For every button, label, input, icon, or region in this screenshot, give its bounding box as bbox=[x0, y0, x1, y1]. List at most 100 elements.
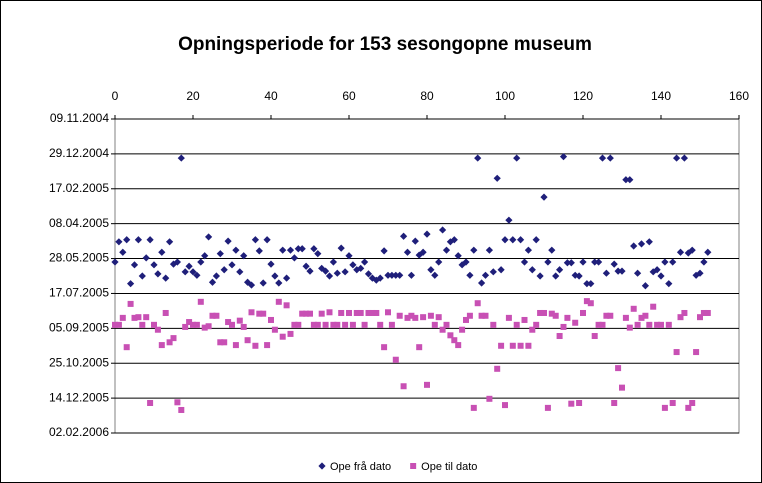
point bbox=[381, 344, 388, 351]
point bbox=[364, 270, 373, 278]
point bbox=[170, 335, 177, 342]
point bbox=[147, 399, 154, 406]
point bbox=[525, 342, 532, 349]
point bbox=[173, 258, 181, 266]
point bbox=[595, 321, 602, 328]
point bbox=[208, 278, 217, 286]
point bbox=[630, 242, 638, 250]
point bbox=[349, 261, 357, 269]
point bbox=[568, 400, 575, 407]
point bbox=[369, 309, 376, 316]
point bbox=[443, 321, 450, 328]
point bbox=[556, 333, 563, 340]
point bbox=[576, 399, 583, 406]
point bbox=[189, 268, 197, 276]
point bbox=[186, 319, 193, 326]
point bbox=[599, 321, 606, 328]
point bbox=[681, 309, 688, 316]
point bbox=[372, 276, 380, 284]
point bbox=[135, 314, 142, 321]
point bbox=[583, 298, 590, 305]
point bbox=[541, 309, 547, 316]
point bbox=[455, 342, 462, 349]
point bbox=[689, 399, 696, 406]
point bbox=[127, 280, 135, 288]
point bbox=[380, 247, 388, 255]
point bbox=[618, 267, 626, 275]
point bbox=[286, 246, 295, 254]
point bbox=[439, 226, 447, 234]
point bbox=[513, 321, 520, 328]
point bbox=[361, 321, 368, 328]
y-tick-label: 28.05.2005 bbox=[49, 251, 109, 265]
point bbox=[255, 247, 263, 255]
point bbox=[591, 258, 599, 266]
point bbox=[688, 246, 696, 254]
point bbox=[602, 269, 610, 277]
point bbox=[190, 321, 196, 328]
point bbox=[295, 321, 302, 328]
point bbox=[112, 321, 118, 328]
point bbox=[583, 280, 591, 288]
point bbox=[509, 342, 516, 349]
point bbox=[283, 302, 290, 309]
point bbox=[579, 258, 587, 266]
point bbox=[337, 244, 345, 252]
point bbox=[244, 337, 251, 344]
point bbox=[384, 271, 392, 279]
point bbox=[385, 309, 391, 316]
point bbox=[606, 154, 614, 162]
x-tick-label: 60 bbox=[342, 89, 356, 103]
point bbox=[587, 280, 595, 288]
x-tick-label: 140 bbox=[651, 89, 671, 103]
point bbox=[193, 271, 201, 279]
point bbox=[177, 154, 185, 162]
point bbox=[614, 267, 622, 275]
point bbox=[435, 314, 442, 321]
point bbox=[259, 279, 267, 287]
point bbox=[478, 279, 486, 287]
point bbox=[509, 236, 517, 244]
point bbox=[642, 312, 649, 319]
point bbox=[287, 330, 294, 337]
point bbox=[520, 258, 529, 266]
point bbox=[299, 310, 306, 317]
point bbox=[697, 314, 703, 321]
point bbox=[540, 193, 548, 201]
point bbox=[185, 262, 193, 270]
point bbox=[290, 254, 298, 262]
point bbox=[111, 258, 119, 266]
point bbox=[646, 321, 653, 328]
point bbox=[123, 344, 130, 351]
point bbox=[162, 274, 170, 282]
point bbox=[611, 399, 618, 406]
point bbox=[275, 298, 282, 305]
point bbox=[626, 176, 634, 184]
point bbox=[228, 261, 236, 269]
point bbox=[482, 312, 489, 319]
point bbox=[462, 258, 470, 266]
point bbox=[463, 316, 469, 323]
point bbox=[357, 309, 364, 316]
point bbox=[481, 271, 490, 279]
point bbox=[680, 154, 688, 162]
point bbox=[151, 321, 157, 328]
point bbox=[248, 309, 255, 316]
point bbox=[154, 270, 162, 278]
point bbox=[119, 314, 126, 321]
y-tick-label: 17.07.2005 bbox=[49, 286, 109, 300]
point bbox=[673, 154, 681, 162]
point bbox=[310, 321, 317, 328]
point bbox=[123, 236, 131, 244]
point bbox=[361, 258, 369, 266]
point bbox=[665, 280, 673, 288]
point bbox=[676, 248, 685, 256]
point bbox=[493, 174, 501, 182]
point bbox=[353, 309, 360, 316]
point bbox=[528, 266, 536, 274]
point bbox=[240, 252, 248, 260]
point bbox=[169, 260, 178, 268]
point bbox=[423, 230, 431, 238]
point bbox=[559, 153, 568, 161]
point bbox=[501, 236, 509, 244]
